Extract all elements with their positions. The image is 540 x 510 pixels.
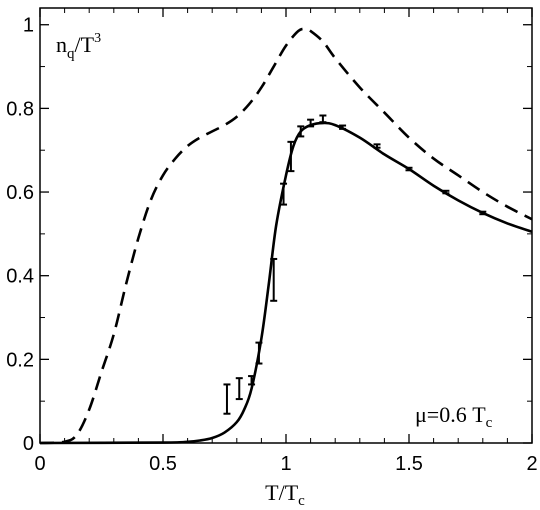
x-tick-label: 1.5	[395, 453, 423, 475]
y-tick-label: 0.6	[6, 182, 34, 204]
error-bar-point	[297, 125, 305, 138]
y-tick-label: 0	[23, 433, 34, 455]
error-bar-point	[248, 375, 256, 386]
y-tick-label: 0.4	[6, 266, 34, 288]
y-axis-title: nq/T3	[56, 31, 101, 62]
error-bar-point	[339, 124, 347, 130]
error-bar-point	[442, 189, 450, 195]
error-bar-point	[373, 143, 381, 149]
plot-frame	[39, 7, 533, 444]
mu-annotation: μ=0.6 Tc	[415, 402, 493, 431]
error-bar-point	[307, 118, 315, 128]
y-tick-label: 0.8	[6, 98, 34, 120]
series-line-solid	[39, 121, 533, 445]
error-bar-point	[270, 257, 278, 302]
error-bar-point	[319, 114, 327, 124]
x-tick-label: 0.5	[149, 453, 177, 475]
error-bar-point	[405, 166, 413, 172]
error-bar-point	[280, 182, 288, 206]
plot-area	[39, 27, 533, 445]
error-bar-point	[479, 210, 487, 216]
x-tick-label: 0	[34, 453, 45, 475]
error-bar-point	[223, 383, 231, 415]
error-bar-point	[255, 341, 263, 365]
error-bar-point	[287, 140, 295, 173]
y-tick-label: 1	[23, 15, 34, 37]
x-axis-title: T/Tc	[265, 480, 305, 509]
axis-ticks: 0 0.5 1 1.5 2 0 0.2 0.4 0.6 0.8 1	[6, 8, 538, 475]
x-tick-label: 1	[280, 453, 291, 475]
y-tick-label: 0.2	[6, 349, 34, 371]
x-tick-label: 2	[526, 453, 537, 475]
series-line-dashed	[39, 27, 533, 445]
error-bar-point	[235, 377, 243, 401]
